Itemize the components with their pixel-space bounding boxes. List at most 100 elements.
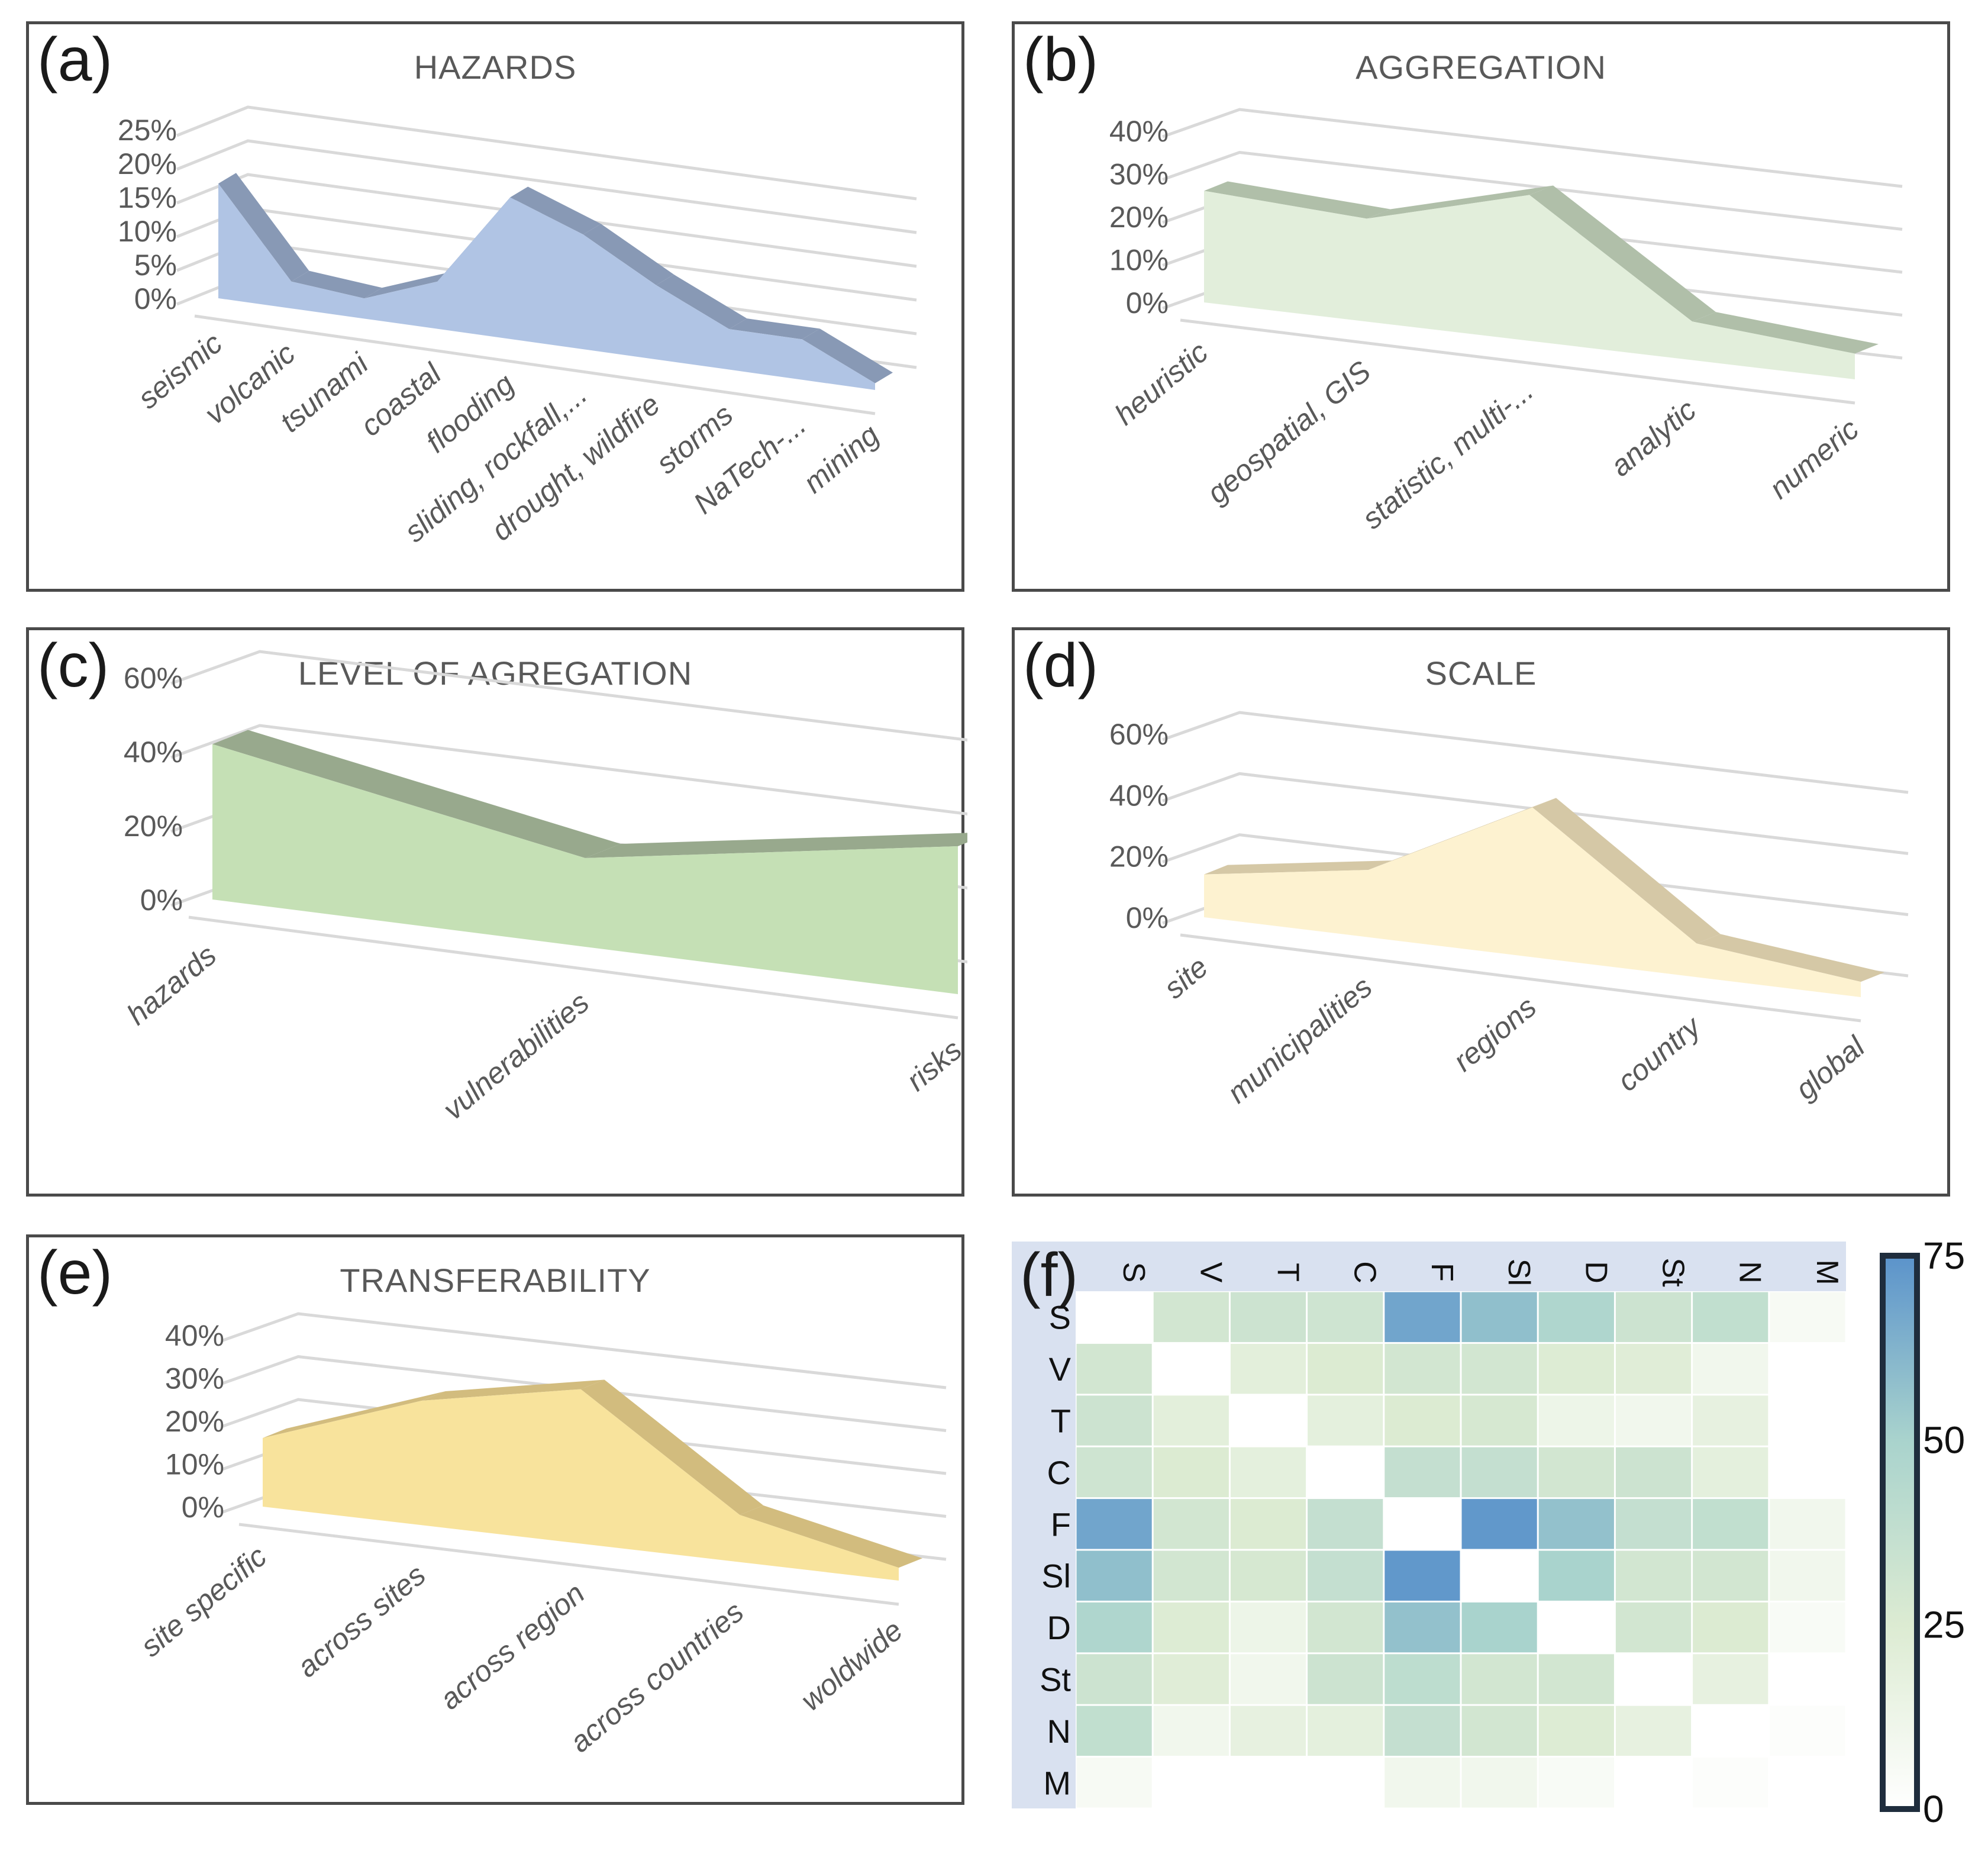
heatmap-cell bbox=[1231, 1654, 1306, 1704]
heatmap-cell bbox=[1693, 1758, 1768, 1807]
heatmap-cell bbox=[1384, 1706, 1460, 1756]
column-label: N bbox=[1733, 1261, 1767, 1284]
heatmap-cell bbox=[1462, 1395, 1537, 1445]
heatmap-cell bbox=[1154, 1654, 1229, 1704]
heatmap-cell bbox=[1462, 1654, 1537, 1704]
heatmap-cell bbox=[1154, 1551, 1229, 1601]
x-tick-label: site bbox=[1157, 950, 1214, 1005]
y-tick-label: 0% bbox=[140, 884, 183, 917]
x-tick-label: heuristic bbox=[1108, 336, 1214, 432]
heatmap-cell bbox=[1308, 1706, 1383, 1756]
x-tick-label: vulnerabilities bbox=[437, 986, 595, 1127]
heatmap-cell bbox=[1770, 1344, 1845, 1394]
heatmap-cell bbox=[1539, 1758, 1614, 1807]
heatmap-cell bbox=[1462, 1706, 1537, 1756]
y-tick-label: 0% bbox=[1126, 286, 1169, 320]
heatmap-cell bbox=[1539, 1395, 1614, 1445]
gridline bbox=[221, 1314, 946, 1388]
heatmap-cell bbox=[1616, 1654, 1691, 1704]
heatmap-cell bbox=[1539, 1551, 1614, 1601]
heatmap-cell bbox=[1539, 1654, 1614, 1704]
y-tick-label: 15% bbox=[118, 181, 177, 214]
y-tick-label: 60% bbox=[124, 662, 183, 695]
heatmap-cell bbox=[1770, 1602, 1845, 1652]
heatmap-cell bbox=[1462, 1602, 1537, 1652]
heatmap-cell bbox=[1384, 1292, 1460, 1342]
heatmap-cell bbox=[1693, 1344, 1768, 1394]
heatmap-cell bbox=[1462, 1551, 1537, 1601]
heatmap-cell bbox=[1231, 1447, 1306, 1497]
y-tick-label: 40% bbox=[1109, 115, 1169, 148]
x-tick-label: across region bbox=[434, 1576, 591, 1716]
gridline bbox=[171, 652, 967, 746]
column-label: St bbox=[1656, 1258, 1690, 1287]
area-series bbox=[1204, 191, 1855, 380]
row-label: T bbox=[1051, 1402, 1071, 1440]
heatmap-cell bbox=[1154, 1344, 1229, 1394]
heatmap-cell bbox=[1539, 1706, 1614, 1756]
gridline bbox=[1163, 712, 1908, 792]
heatmap-cell bbox=[1231, 1292, 1306, 1342]
heatmap-cell bbox=[1770, 1758, 1845, 1807]
column-label: S bbox=[1116, 1262, 1151, 1283]
heatmap-cell bbox=[1616, 1602, 1691, 1652]
y-tick-label: 60% bbox=[1109, 718, 1169, 751]
y-tick-label: 0% bbox=[134, 282, 177, 315]
heatmap-cell bbox=[1231, 1344, 1306, 1394]
heatmap-cell bbox=[1308, 1447, 1383, 1497]
heatmap-cell bbox=[1077, 1551, 1152, 1601]
y-tick-label: 5% bbox=[134, 249, 177, 282]
y-tick-label: 20% bbox=[165, 1405, 224, 1438]
x-tick-label: municipalities bbox=[1221, 970, 1379, 1110]
colorbar-tick-label: 50 bbox=[1923, 1419, 1965, 1462]
heatmap-cell bbox=[1770, 1447, 1845, 1497]
x-tick-label: across sites bbox=[291, 1558, 432, 1684]
heatmap-cell bbox=[1693, 1551, 1768, 1601]
heatmap-cell bbox=[1308, 1654, 1383, 1704]
heatmap-cell bbox=[1770, 1499, 1845, 1549]
area-series bbox=[212, 744, 958, 995]
heatmap-cell bbox=[1231, 1551, 1306, 1601]
heatmap-cell bbox=[1077, 1499, 1152, 1549]
x-tick-label: numeric bbox=[1763, 412, 1865, 505]
gridline bbox=[1163, 109, 1902, 186]
heatmap-cell bbox=[1154, 1395, 1229, 1445]
heatmap-cell bbox=[1384, 1499, 1460, 1549]
y-tick-label: 10% bbox=[165, 1448, 224, 1481]
x-tick-label: country bbox=[1611, 1009, 1708, 1098]
x-tick-label: hazards bbox=[121, 939, 222, 1031]
heatmap-cell bbox=[1462, 1499, 1537, 1549]
heatmap-cell bbox=[1384, 1395, 1460, 1445]
colorbar-tick-label: 0 bbox=[1923, 1788, 1944, 1830]
heatmap-cell bbox=[1770, 1654, 1845, 1704]
heatmap-cell bbox=[1462, 1447, 1537, 1497]
y-tick-label: 20% bbox=[118, 147, 177, 180]
row-label: Sl bbox=[1041, 1558, 1071, 1595]
heatmap-cell bbox=[1308, 1758, 1383, 1807]
row-label: N bbox=[1047, 1713, 1071, 1750]
area-series bbox=[263, 1389, 899, 1581]
heatmap-cell bbox=[1231, 1395, 1306, 1445]
column-label: C bbox=[1348, 1261, 1382, 1284]
x-tick-label: risks bbox=[900, 1033, 967, 1098]
heatmap-cell bbox=[1693, 1499, 1768, 1549]
heatmap-cell bbox=[1693, 1706, 1768, 1756]
heatmap-cell bbox=[1462, 1758, 1537, 1807]
row-label: D bbox=[1047, 1609, 1071, 1646]
heatmap-cell bbox=[1154, 1706, 1229, 1756]
heatmap-cell bbox=[1616, 1758, 1691, 1807]
panel-level-of-agregation: (c) LEVEL OF AGREGATION 0%20%40%60%hazar… bbox=[26, 627, 964, 1197]
y-tick-label: 25% bbox=[118, 114, 177, 147]
heatmap-cell bbox=[1308, 1499, 1383, 1549]
y-tick-label: 20% bbox=[1109, 840, 1169, 873]
heatmap-cell bbox=[1384, 1551, 1460, 1601]
x-tick-label: regions bbox=[1447, 990, 1542, 1078]
heatmap-cell bbox=[1384, 1654, 1460, 1704]
y-tick-label: 40% bbox=[124, 736, 183, 769]
heatmap-cell bbox=[1770, 1395, 1845, 1445]
heatmap-cell bbox=[1539, 1292, 1614, 1342]
heatmap-cell bbox=[1077, 1344, 1152, 1394]
